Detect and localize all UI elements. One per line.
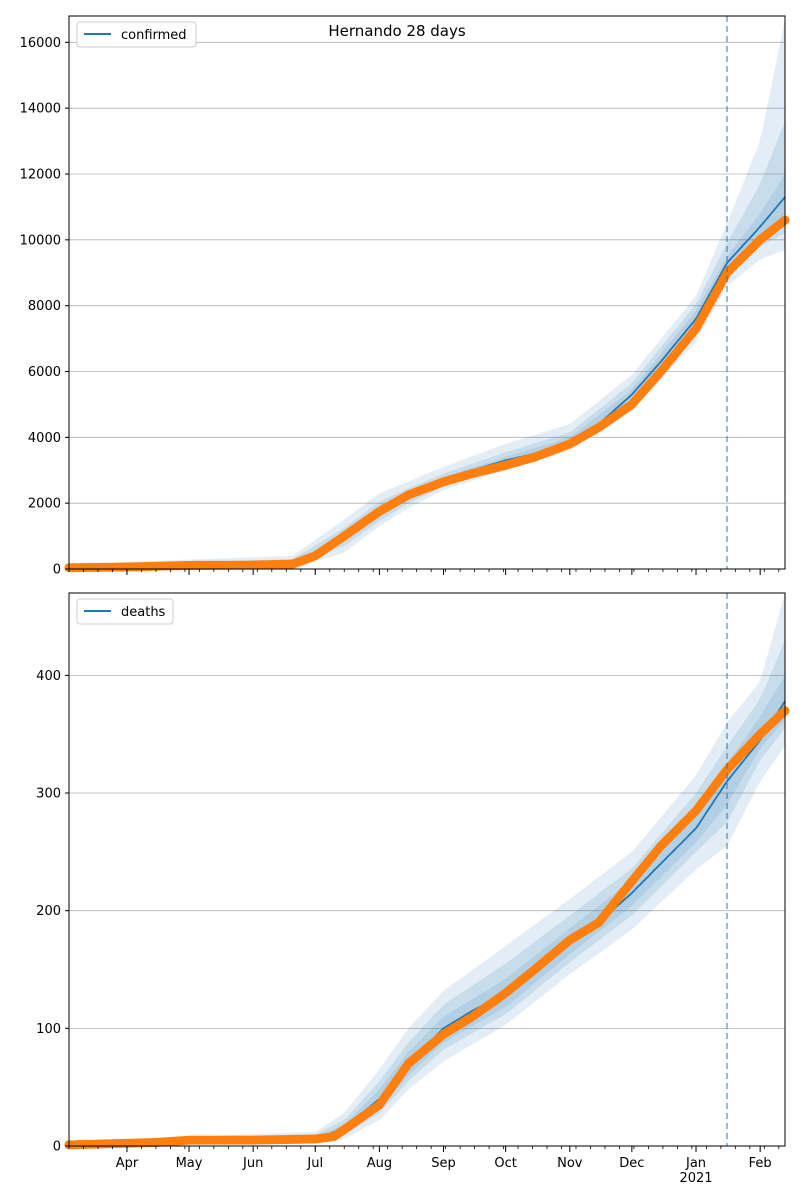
plot-frame <box>68 15 786 570</box>
legend-box <box>76 598 174 625</box>
x-year-label: 2021 <box>679 1171 712 1186</box>
x-tick-label: Nov <box>557 1156 583 1171</box>
x-tick-label: Jun <box>242 1156 263 1171</box>
y-tick-label: 100 <box>36 1022 61 1037</box>
legend-label: deaths <box>121 605 166 620</box>
x-tick-label: May <box>176 1156 203 1171</box>
y-tick-label: 8000 <box>28 299 61 314</box>
legend-label: confirmed <box>121 28 187 43</box>
deaths-axes: 0 100 200 300 400 Apr May Jun Jul Aug Sep Oct Nov Dec… <box>36 592 786 1186</box>
y-tick-label: 2000 <box>28 497 61 512</box>
y-tick-label: 16000 <box>20 36 61 51</box>
y-tick-label: 400 <box>36 669 61 684</box>
y-tick-label: 14000 <box>20 102 61 117</box>
y-tick-label: 300 <box>36 787 61 802</box>
x-tick-label: Jan <box>685 1156 706 1171</box>
x-tick-label: Dec <box>619 1156 644 1171</box>
chart-title: Hernando 28 days <box>328 22 466 40</box>
x-tick-label: Feb <box>749 1156 772 1171</box>
legend-box <box>76 21 197 48</box>
x-tick-label: Jul <box>306 1156 323 1171</box>
y-tick-label: 12000 <box>20 168 61 183</box>
y-tick-label: 200 <box>36 904 61 919</box>
x-tick-label: Oct <box>494 1156 516 1171</box>
x-tick-label: Apr <box>116 1156 139 1171</box>
confirmed-legend: confirmed <box>76 21 197 48</box>
confirmed-panel: 0 2000 4000 6000 8000 10000 12000 14000 16000 co… <box>20 15 790 578</box>
y-tick-label: 0 <box>53 1140 61 1155</box>
y-tick-label: 6000 <box>28 365 61 380</box>
confirmed-observed-points <box>64 215 790 573</box>
y-tick-label: 4000 <box>28 431 61 446</box>
plot-frame <box>68 592 786 1147</box>
x-tick-label: Sep <box>431 1156 456 1171</box>
confirmed-axes: 0 2000 4000 6000 8000 10000 12000 14000 16000 <box>20 15 786 578</box>
deaths-panel: 0 100 200 300 400 Apr May Jun Jul Aug Sep Oct Nov Dec… <box>36 592 790 1186</box>
y-tick-label: 10000 <box>20 233 61 248</box>
deaths-observed-points <box>64 706 790 1150</box>
deaths-legend: deaths <box>76 598 174 625</box>
y-tick-label: 0 <box>53 563 61 578</box>
x-tick-label: Aug <box>367 1156 392 1171</box>
